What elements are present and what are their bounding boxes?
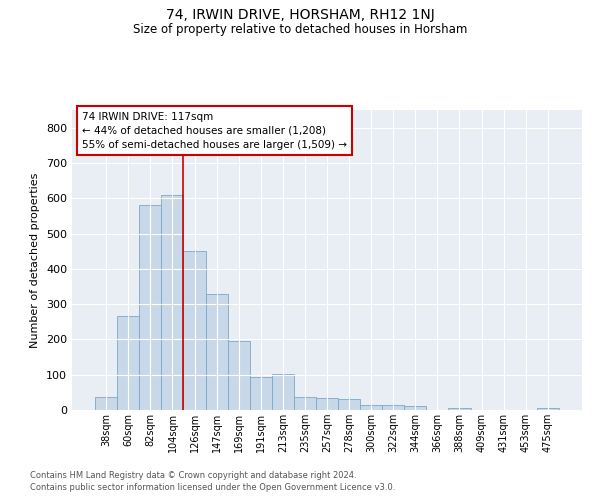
Y-axis label: Number of detached properties: Number of detached properties bbox=[31, 172, 40, 348]
Bar bbox=[184, 251, 206, 410]
Bar bbox=[537, 408, 559, 410]
Bar bbox=[250, 377, 272, 410]
Text: Size of property relative to detached houses in Horsham: Size of property relative to detached ho… bbox=[133, 22, 467, 36]
Text: Contains HM Land Registry data © Crown copyright and database right 2024.: Contains HM Land Registry data © Crown c… bbox=[30, 471, 356, 480]
Bar bbox=[95, 396, 117, 410]
Bar bbox=[448, 408, 470, 410]
Bar bbox=[294, 397, 316, 410]
Bar bbox=[272, 374, 294, 410]
Bar bbox=[404, 406, 427, 410]
Text: 74, IRWIN DRIVE, HORSHAM, RH12 1NJ: 74, IRWIN DRIVE, HORSHAM, RH12 1NJ bbox=[166, 8, 434, 22]
Bar bbox=[338, 398, 360, 410]
Bar bbox=[161, 196, 184, 410]
Bar bbox=[316, 398, 338, 410]
Text: 74 IRWIN DRIVE: 117sqm
← 44% of detached houses are smaller (1,208)
55% of semi-: 74 IRWIN DRIVE: 117sqm ← 44% of detached… bbox=[82, 112, 347, 150]
Bar bbox=[227, 341, 250, 410]
Bar bbox=[360, 406, 382, 410]
Text: Contains public sector information licensed under the Open Government Licence v3: Contains public sector information licen… bbox=[30, 484, 395, 492]
Bar bbox=[382, 406, 404, 410]
Bar bbox=[139, 204, 161, 410]
Bar bbox=[117, 316, 139, 410]
Bar bbox=[206, 294, 227, 410]
